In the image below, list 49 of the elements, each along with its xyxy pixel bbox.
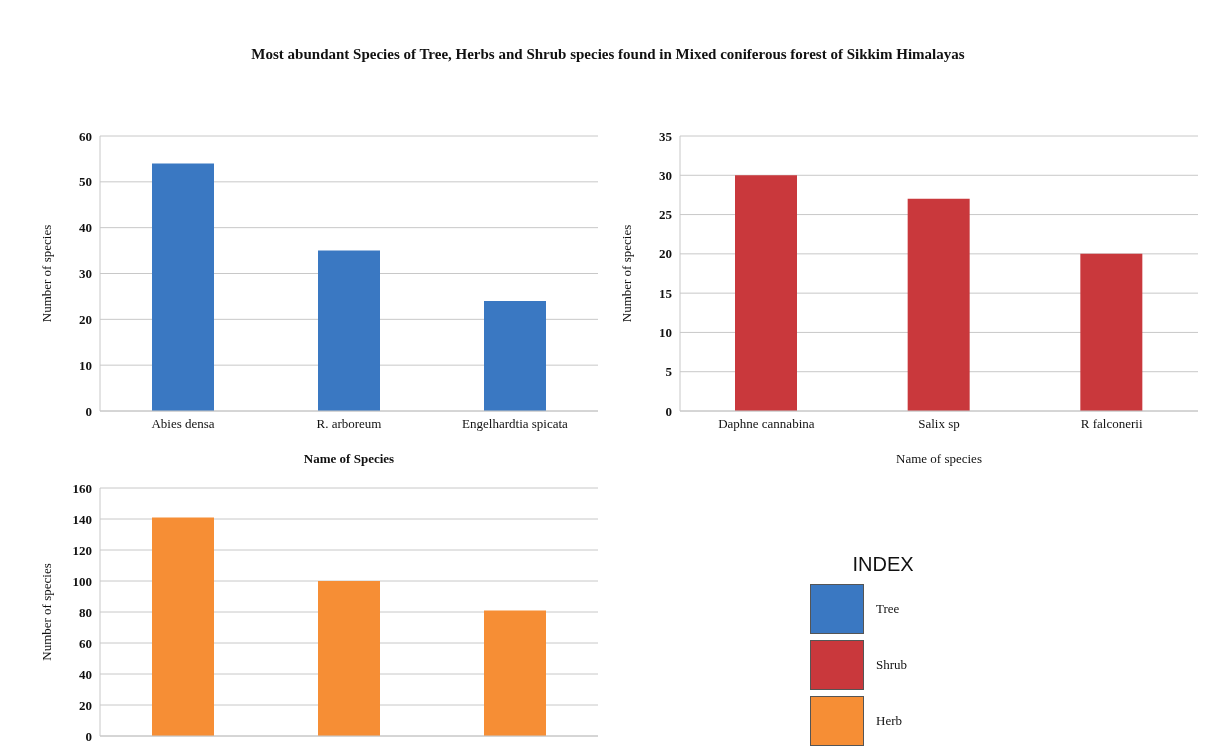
y-tick-label: 160	[72, 480, 92, 496]
bar	[152, 517, 214, 736]
x-tick-label: Abies densa	[151, 416, 215, 432]
y-tick-label: 0	[665, 403, 672, 419]
y-tick-label: 0	[85, 403, 92, 419]
y-tick-label: 25	[659, 207, 673, 223]
y-tick-label: 60	[79, 128, 92, 144]
bar	[318, 250, 380, 411]
y-tick-label: 100	[72, 573, 92, 589]
bar	[484, 301, 546, 411]
y-tick-label: 40	[79, 220, 92, 236]
y-tick-label: 20	[79, 311, 92, 327]
bar	[735, 175, 797, 411]
x-tick-label: R. arboreum	[316, 416, 382, 432]
x-tick-label: R falconerii	[1080, 416, 1143, 432]
y-tick-label: 0	[85, 728, 92, 744]
bar	[152, 163, 214, 411]
bar	[1080, 253, 1143, 411]
text: Tree	[876, 601, 900, 617]
text: Shrub	[876, 657, 908, 673]
y-tick-label: 40	[79, 666, 92, 682]
y-tick-label: 10	[659, 325, 672, 341]
bar	[318, 581, 380, 736]
y-tick-label: 30	[659, 167, 672, 183]
y-axis-title: Number of species	[38, 224, 54, 323]
y-tick-label: 20	[659, 246, 672, 262]
legend-title: INDEX	[851, 553, 915, 576]
y-tick-label: 50	[79, 174, 92, 190]
y-tick-label: 140	[72, 511, 92, 527]
y-axis-title: Number of species	[38, 563, 54, 661]
y-tick-label: 120	[72, 542, 92, 558]
y-tick-label: 80	[79, 604, 92, 620]
x-axis-title: Name of Species	[303, 451, 395, 466]
x-axis-title: Name of species	[896, 451, 982, 466]
x-tick-label: Daphne cannabina	[718, 416, 815, 432]
y-tick-label: 30	[79, 266, 92, 282]
x-tick-label: Engelhardtia spicata	[462, 416, 569, 432]
bar	[907, 198, 970, 411]
y-tick-label: 20	[79, 697, 92, 713]
y-tick-label: 5	[665, 364, 673, 380]
chart-title: Most abundant Species of Tree, Herbs and Shrub species found in Mixed coniferous forest of Sikkim Himalayas	[250, 46, 966, 63]
text: Herb	[876, 713, 902, 729]
y-tick-label: 15	[659, 285, 673, 301]
y-tick-label: 10	[79, 357, 92, 373]
y-tick-label: 35	[659, 128, 673, 144]
y-axis-title: Number of species	[618, 224, 634, 323]
bar	[484, 610, 546, 736]
y-tick-label: 60	[79, 635, 92, 651]
x-tick-label: Salix sp	[918, 416, 960, 432]
